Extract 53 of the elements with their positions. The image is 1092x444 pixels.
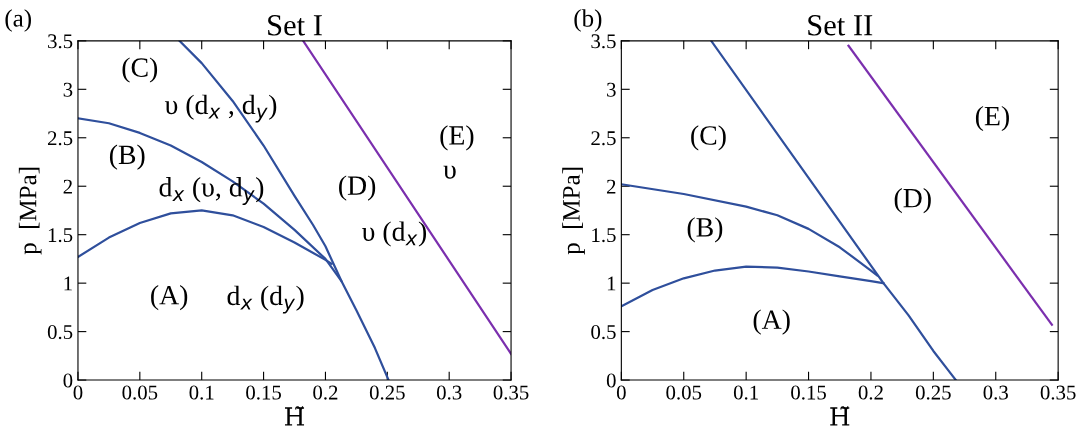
annotation: (E) — [440, 125, 474, 151]
chart-title: Set I — [268, 15, 322, 36]
annotation: υ — [443, 165, 456, 179]
y-tick-label: 0 — [606, 373, 616, 388]
x-tick-label: 0.3 — [436, 385, 462, 400]
text: (a) — [5, 9, 31, 32]
y-axis-title: p [MPa] — [18, 167, 42, 255]
y-tick-label: 0 — [63, 373, 73, 388]
annotation: υ (d$_{x}$ , d$_{y}$) — [164, 94, 277, 123]
y-tick-label: 0.5 — [591, 324, 616, 340]
y-axis-title: p [MPa] — [562, 167, 585, 255]
x-tick-label: 0.25 — [369, 385, 405, 400]
annotation: (C) — [691, 125, 726, 151]
chart-title: Set II — [808, 15, 873, 36]
x-tick-label: 0 — [73, 385, 83, 400]
annotation: (C) — [122, 57, 158, 83]
x-tick-label: 0.2 — [858, 385, 883, 400]
annotation: d$_{x}$ (d$_{y}$) — [227, 285, 304, 314]
y-tick-label: 2.5 — [47, 131, 73, 146]
annotation: (D) — [339, 175, 376, 201]
annotation: (B) — [687, 217, 723, 243]
x-tick-label: 0.05 — [666, 385, 702, 400]
y-tick-label: 3 — [607, 82, 616, 97]
annotation: (A) — [151, 285, 188, 311]
x-tick-label: 0.05 — [122, 385, 158, 400]
y-tick-label: 1 — [64, 276, 72, 291]
y-tick-label: 1.5 — [48, 228, 73, 243]
x-tick-label: 0.2 — [313, 385, 338, 400]
text: (b) — [574, 9, 602, 32]
y-tick-label: 3 — [63, 82, 73, 97]
annotation: (D) — [894, 188, 931, 214]
x-tick-label: 0.35 — [1040, 385, 1076, 400]
y-tick-label: 2 — [606, 179, 616, 194]
x-tick-label: 0.15 — [791, 385, 826, 400]
y-tick-label: 1 — [607, 276, 616, 291]
x-tick-label: 0.1 — [189, 385, 214, 400]
x-tick-label: 0.15 — [246, 385, 281, 400]
x-axis-title: H̃ — [830, 406, 850, 426]
y-tick-label: 1.5 — [592, 228, 616, 243]
y-tick-label: 3.5 — [48, 34, 73, 49]
annotation: υ (d$_{x}$) — [362, 221, 427, 247]
x-tick-label: 0.3 — [983, 385, 1008, 400]
y-tick-label: 2 — [63, 179, 72, 194]
x-tick-label: 0.1 — [733, 385, 758, 400]
y-tick-label: 0.5 — [47, 324, 73, 340]
x-axis-title: H̃ — [284, 406, 305, 426]
y-tick-label: 3.5 — [591, 34, 616, 49]
x-tick-label: 0.25 — [915, 385, 951, 400]
annotation: (B) — [109, 144, 145, 170]
annotation: (A) — [753, 309, 790, 335]
annotation: (E) — [975, 105, 1009, 132]
y-tick-label: 2.5 — [591, 131, 616, 146]
x-tick-label: 0.35 — [493, 385, 529, 400]
